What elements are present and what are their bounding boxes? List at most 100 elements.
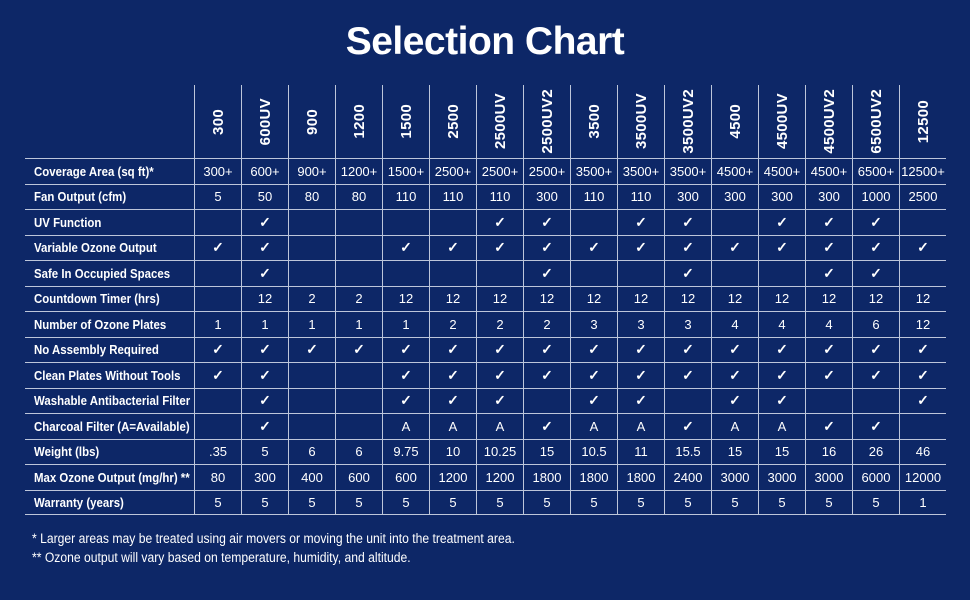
- table-cell-text: ✓: [870, 213, 882, 230]
- table-cell-text: 300: [724, 189, 746, 205]
- table-cell-text: 3500+: [622, 163, 660, 179]
- table-cell: 80: [288, 183, 335, 209]
- table-cell-text: ✓: [212, 341, 224, 358]
- column-header-900: 900: [288, 85, 335, 158]
- table-cell-text: ✓: [541, 264, 553, 281]
- table-cell-text: ✓: [823, 264, 835, 281]
- table-cell: ✓: [617, 234, 664, 260]
- table-cell: ✓: [852, 260, 899, 286]
- table-cell-text: 5: [778, 494, 786, 510]
- row-label: Variable Ozone Output: [25, 234, 194, 261]
- table-cell: 1800: [523, 464, 570, 490]
- column-header-1500-text: 1500: [397, 104, 415, 139]
- table-cell: [194, 387, 241, 413]
- table-cell: 2500: [899, 183, 946, 209]
- table-cell-text: 1200: [485, 469, 515, 485]
- table-cell-text: ✓: [306, 341, 318, 358]
- table-cell: 1: [899, 489, 946, 515]
- table-cell: ✓: [758, 362, 805, 388]
- table-cell-text: ✓: [353, 341, 365, 358]
- table-cell: ✓: [241, 209, 288, 235]
- table-cell-text: ✓: [588, 366, 600, 383]
- table-cell: A: [570, 413, 617, 439]
- table-cell: 400: [288, 464, 335, 490]
- table-cell: 300: [523, 183, 570, 209]
- table-cell: [617, 260, 664, 286]
- table-cell-text: A: [589, 418, 599, 434]
- table-cell: ✓: [664, 209, 711, 235]
- table-cell-text: ✓: [541, 213, 553, 230]
- table-cell-text: ✓: [400, 341, 412, 358]
- table-cell: ✓: [852, 336, 899, 362]
- table-cell: 4500+: [805, 158, 852, 184]
- table-cell: ✓: [805, 234, 852, 260]
- table-cell: 5: [711, 489, 758, 515]
- table-cell-text: 6500+: [857, 163, 895, 179]
- table-cell-text: 80: [304, 189, 320, 205]
- table-cell-text: 300: [254, 469, 276, 485]
- table-cell: [664, 387, 711, 413]
- selection-table: 300 600UV 900 1200 1500 2500 2500UV 2500UV2 3500…: [25, 85, 946, 515]
- table-cell: 3: [664, 311, 711, 337]
- table-cell-text: 80: [351, 189, 367, 205]
- table-cell: ✓: [617, 387, 664, 413]
- table-cell: A: [382, 413, 429, 439]
- table-cell-text: 300: [677, 189, 699, 205]
- table-cell: 80: [335, 183, 382, 209]
- table-cell: [335, 413, 382, 439]
- table-cell: [335, 234, 382, 260]
- table-cell: [382, 260, 429, 286]
- column-header-600uv: 600UV: [241, 85, 288, 158]
- table-cell: ✓: [711, 387, 758, 413]
- table-cell-text: ✓: [494, 392, 506, 409]
- row-label: Number of Ozone Plates: [25, 311, 194, 337]
- table-cell-text: 6: [355, 444, 363, 460]
- table-cell: 300: [664, 183, 711, 209]
- table-cell-text: 1200: [438, 469, 468, 485]
- table-cell: ✓: [805, 362, 852, 388]
- table-cell: 15.5: [664, 438, 711, 464]
- table-cell: 2: [335, 285, 382, 311]
- table-cell-text: A: [636, 418, 646, 434]
- table-cell: 1200+: [335, 158, 382, 184]
- table-cell: [288, 234, 335, 260]
- table-cell: 1: [288, 311, 335, 337]
- table-cell-text: 2500: [908, 189, 938, 205]
- table-cell-text: ✓: [823, 213, 835, 230]
- table-cell-text: 50: [257, 189, 273, 205]
- table-cell: A: [476, 413, 523, 439]
- table-cell: ✓: [335, 336, 382, 362]
- table-cell: ✓: [617, 362, 664, 388]
- table-cell-text: 46: [915, 444, 931, 460]
- table-cell-text: ✓: [541, 239, 553, 256]
- table-cell-text: 12: [492, 291, 508, 307]
- table-cell: ✓: [852, 413, 899, 439]
- table-cell: ✓: [711, 234, 758, 260]
- column-header-3500uv2-text: 3500UV2: [679, 89, 697, 154]
- table-cell: 3000: [711, 464, 758, 490]
- table-cell-text: 1: [261, 316, 269, 332]
- table-cell-text: 1200+: [340, 163, 378, 179]
- table-cell-text: ✓: [776, 213, 788, 230]
- row-label: Safe In Occupied Spaces: [25, 260, 194, 286]
- table-cell-text: 15.5: [675, 444, 701, 460]
- table-cell: 1800: [617, 464, 664, 490]
- table-cell: 12: [241, 285, 288, 311]
- table-cell: [899, 413, 946, 439]
- table-cell-text: 12000: [904, 469, 942, 485]
- table-cell-text: 3000: [767, 469, 797, 485]
- table-cell-text: ✓: [212, 239, 224, 256]
- table-cell: [382, 209, 429, 235]
- table-cell: 12: [852, 285, 899, 311]
- table-cell-text: 1800: [579, 469, 609, 485]
- table-cell: 2400: [664, 464, 711, 490]
- table-cell: [194, 260, 241, 286]
- table-cell-text: 1800: [626, 469, 656, 485]
- row-label-text: Washable Antibacterial Filter: [34, 393, 191, 409]
- table-cell: 12: [382, 285, 429, 311]
- table-cell-text: 1800: [532, 469, 562, 485]
- table-cell: ✓: [664, 260, 711, 286]
- header-spacer: [25, 85, 194, 158]
- table-cell: [335, 387, 382, 413]
- table-cell: A: [429, 413, 476, 439]
